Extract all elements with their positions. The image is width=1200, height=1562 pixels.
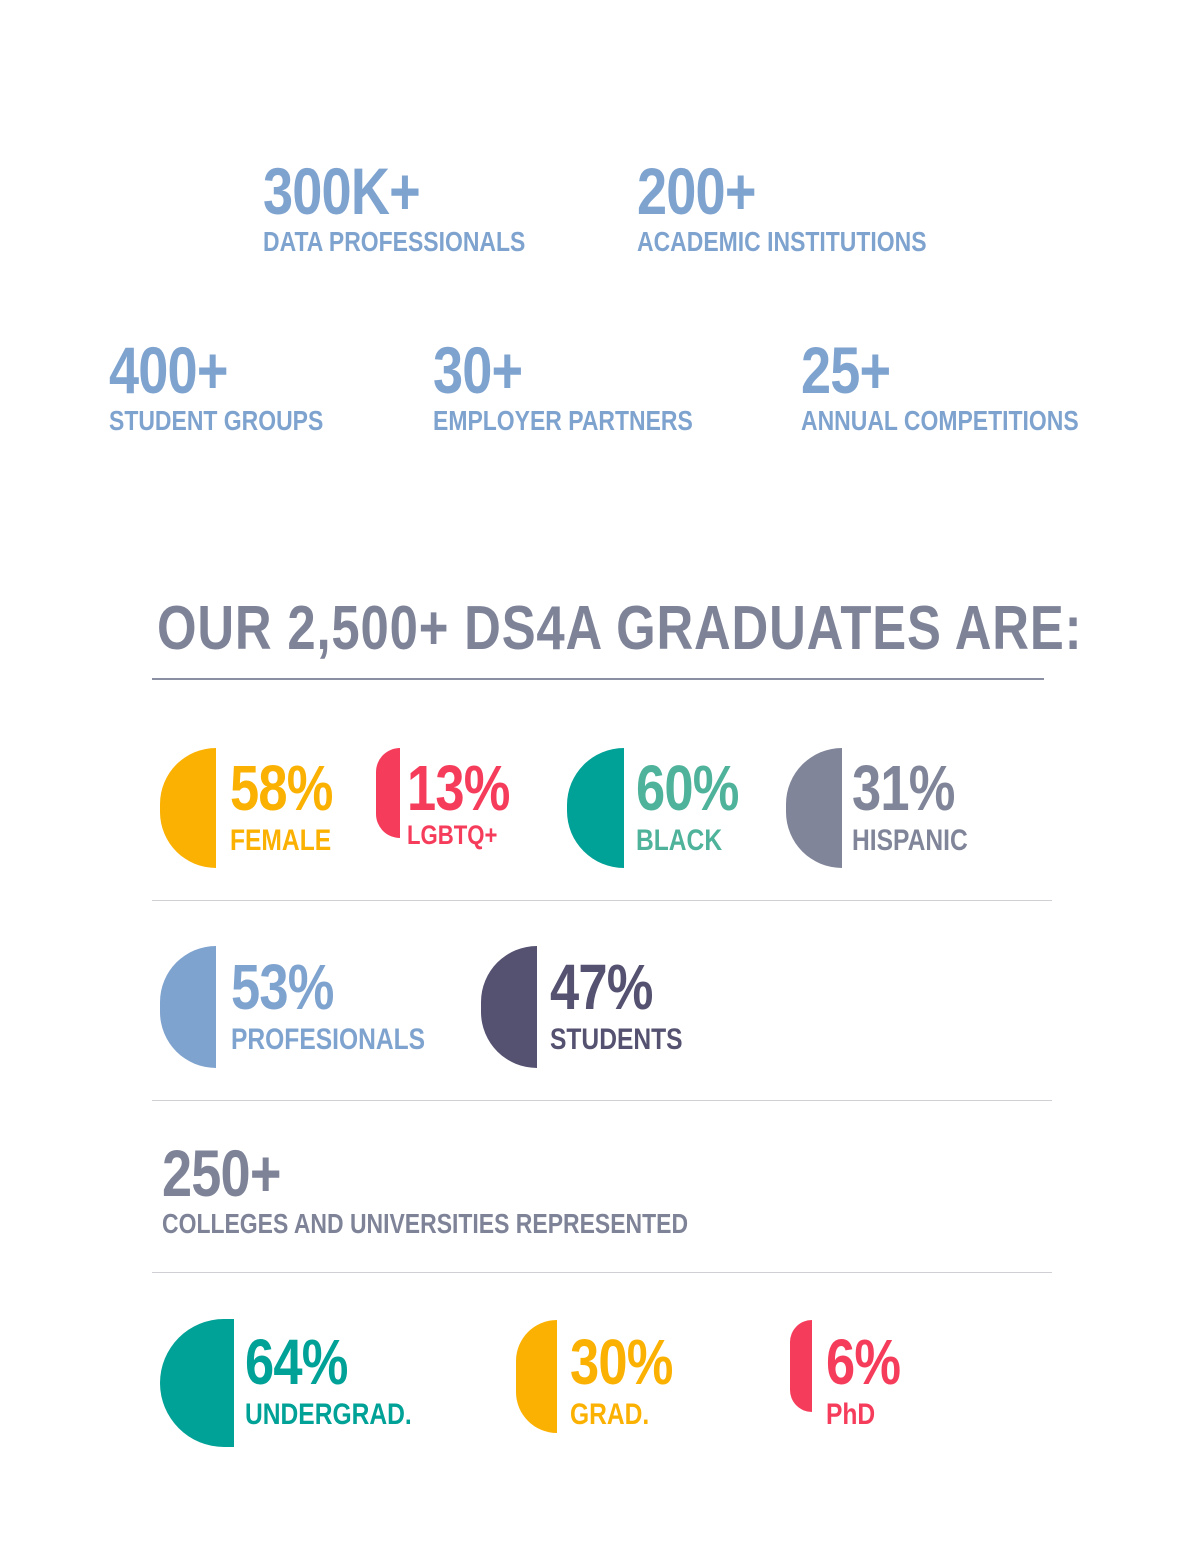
stat-value: 31%	[852, 752, 955, 824]
stat-label: DATA PROFESSIONALS	[263, 226, 526, 257]
lgbtq-half-circle-icon	[376, 748, 400, 838]
stat-label: STUDENT GROUPS	[109, 405, 324, 436]
grad-half-circle-icon	[516, 1320, 557, 1433]
students-half-circle-icon	[481, 946, 537, 1068]
stat-label: GRAD.	[570, 1398, 650, 1431]
heading-underline	[152, 678, 1044, 680]
stat-value: 58%	[230, 752, 333, 824]
stat-phd: 6% PhD	[826, 1330, 917, 1430]
stat-label: HISPANIC	[852, 824, 968, 857]
female-half-circle-icon	[160, 748, 216, 868]
hispanic-half-circle-icon	[786, 748, 842, 868]
stat-label: STUDENTS	[550, 1023, 683, 1056]
stat-value: 6%	[826, 1326, 901, 1398]
stat-professionals: 53% PROFESIONALS	[231, 955, 468, 1055]
divider	[152, 1272, 1052, 1273]
stat-label: UNDERGRAD.	[245, 1398, 412, 1431]
stat-value: 300K+	[263, 154, 421, 228]
divider	[152, 1100, 1052, 1101]
stat-students: 47% STUDENTS	[550, 955, 712, 1055]
stat-value: 30+	[433, 333, 523, 407]
stat-value: 53%	[231, 951, 334, 1023]
stat-value: 60%	[636, 752, 739, 824]
stat-colleges: 250+ COLLEGES AND UNIVERSITIES REPRESENT…	[162, 1140, 804, 1238]
stat-label: ANNUAL COMPETITIONS	[801, 405, 1079, 436]
stat-black: 60% BLACK	[636, 756, 761, 856]
stat-female: 58% FEMALE	[230, 756, 355, 856]
stat-value: 64%	[245, 1326, 348, 1398]
graduates-heading: OUR 2,500+ DS4A GRADUATES ARE:	[157, 594, 1083, 663]
undergrad-half-circle-icon	[160, 1319, 234, 1447]
stat-label: FEMALE	[230, 824, 332, 857]
stat-label: PROFESIONALS	[231, 1023, 426, 1056]
stat-value: 400+	[109, 333, 228, 407]
stat-label: ACADEMIC INSTITUTIONS	[637, 226, 927, 257]
stat-value: 30%	[570, 1326, 673, 1398]
stat-academic-institutions: 200+ ACADEMIC INSTITUTIONS	[637, 158, 990, 256]
stat-grad: 30% GRAD.	[570, 1330, 695, 1430]
stat-employer-partners: 30+ EMPLOYER PARTNERS	[433, 337, 750, 435]
stat-label: BLACK	[636, 824, 723, 857]
black-half-circle-icon	[567, 748, 624, 868]
stat-label: LGBTQ+	[407, 820, 498, 850]
phd-half-circle-icon	[790, 1320, 812, 1412]
stat-label: EMPLOYER PARTNERS	[433, 405, 693, 436]
stat-label: PhD	[826, 1398, 876, 1431]
stat-data-professionals: 300K+ DATA PROFESSIONALS	[263, 158, 583, 256]
stat-label: COLLEGES AND UNIVERSITIES REPRESENTED	[162, 1208, 689, 1239]
stat-annual-competitions: 25+ ANNUAL COMPETITIONS	[801, 337, 1140, 435]
professionals-half-circle-icon	[160, 946, 216, 1068]
stat-hispanic: 31% HISPANIC	[852, 756, 993, 856]
stat-value: 47%	[550, 951, 653, 1023]
stat-value: 250+	[162, 1136, 281, 1210]
divider	[152, 900, 1052, 901]
stat-value: 200+	[637, 154, 756, 228]
stat-student-groups: 400+ STUDENT GROUPS	[109, 337, 370, 435]
stat-value: 25+	[801, 333, 891, 407]
stat-lgbtq: 13% LGBTQ+	[407, 756, 532, 849]
stat-undergrad: 64% UNDERGRAD.	[245, 1330, 448, 1430]
stat-value: 13%	[407, 752, 510, 824]
